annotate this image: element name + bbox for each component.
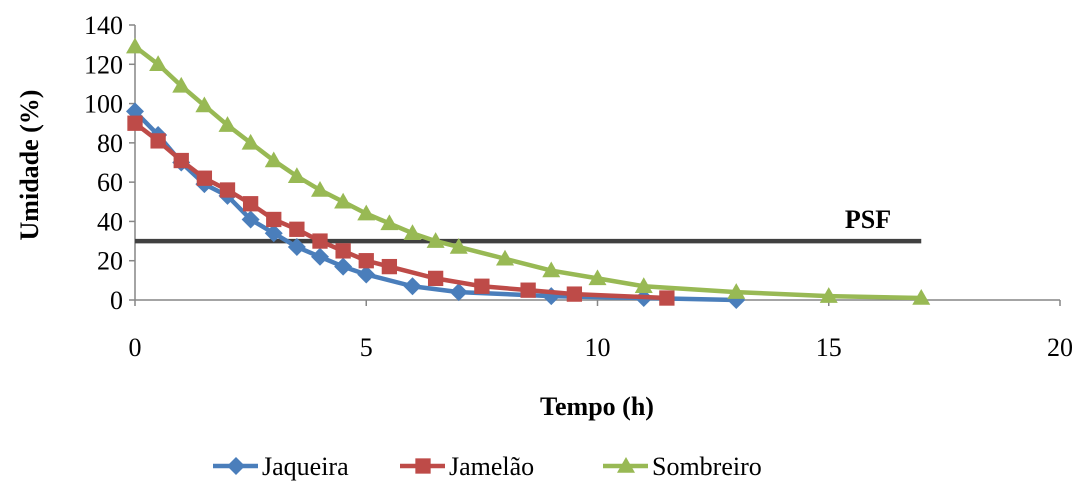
data-point-sombreiro bbox=[334, 192, 353, 209]
data-point-jamelao bbox=[173, 152, 189, 169]
data-point-sombreiro bbox=[380, 214, 399, 231]
legend-label-jamelao: Jamelão bbox=[449, 452, 534, 481]
legend-marker-jaqueira bbox=[227, 457, 245, 475]
series-layer bbox=[126, 37, 931, 309]
data-point-jaqueira bbox=[449, 283, 468, 302]
data-point-sombreiro bbox=[449, 237, 468, 254]
data-point-jaqueira bbox=[287, 237, 306, 256]
legend-label-sombreiro: Sombreiro bbox=[652, 452, 762, 481]
data-point-jamelao bbox=[520, 282, 536, 298]
data-point-sombreiro bbox=[496, 249, 514, 266]
data-point-sombreiro bbox=[126, 37, 144, 54]
data-point-sombreiro bbox=[819, 287, 838, 303]
data-point-jamelao bbox=[289, 221, 305, 237]
series-line-jamelao bbox=[133, 121, 667, 301]
data-point-sombreiro bbox=[727, 283, 746, 299]
data-point-jaqueira bbox=[311, 247, 329, 266]
x-tick-label: 0 bbox=[129, 333, 142, 362]
y-tick-label: 120 bbox=[84, 50, 123, 79]
data-point-jamelao bbox=[127, 115, 143, 131]
data-point-sombreiro bbox=[542, 261, 561, 278]
data-point-jamelao bbox=[427, 270, 444, 287]
y-tick-label: 80 bbox=[97, 129, 123, 158]
data-point-jaqueira bbox=[357, 265, 376, 284]
data-point-sombreiro bbox=[149, 55, 168, 72]
y-tick-label: 100 bbox=[84, 90, 123, 119]
data-point-jamelao bbox=[242, 196, 259, 212]
data-point-jamelao bbox=[219, 182, 236, 198]
data-point-sombreiro bbox=[403, 224, 422, 240]
data-point-jamelao bbox=[358, 253, 374, 269]
x-tick-label: 10 bbox=[585, 333, 611, 362]
psf-label: PSF bbox=[845, 205, 891, 234]
data-point-sombreiro bbox=[218, 116, 237, 132]
y-tick-label: 20 bbox=[97, 247, 123, 276]
data-point-jamelao bbox=[566, 286, 583, 302]
legend-item-sombreiro: Sombreiro bbox=[603, 452, 762, 481]
legend-item-jaqueira: Jaqueira bbox=[213, 452, 349, 481]
y-axis-title: Umidade (%) bbox=[15, 90, 44, 241]
data-point-sombreiro bbox=[195, 96, 214, 113]
series-line-sombreiro bbox=[133, 44, 922, 301]
legend: Jaqueira Jamelão Sombreiro bbox=[213, 452, 762, 481]
data-point-sombreiro bbox=[311, 181, 329, 197]
data-point-sombreiro bbox=[634, 277, 653, 293]
y-tick-label: 140 bbox=[84, 11, 123, 40]
data-point-sombreiro bbox=[426, 232, 445, 248]
legend-marker-sombreiro bbox=[617, 457, 635, 473]
series-sombreiro bbox=[126, 37, 931, 305]
y-tick-label: 40 bbox=[97, 207, 123, 236]
data-point-jamelao bbox=[381, 258, 398, 275]
y-tick-label: 60 bbox=[97, 168, 123, 197]
series-line-jaqueira bbox=[133, 109, 737, 303]
data-point-sombreiro bbox=[287, 167, 306, 183]
series-jamelao bbox=[127, 115, 675, 306]
legend-item-jamelao: Jamelão bbox=[400, 452, 534, 481]
data-point-jaqueira bbox=[334, 257, 353, 276]
data-point-jaqueira bbox=[241, 210, 260, 229]
data-point-sombreiro bbox=[172, 76, 191, 93]
data-point-jamelao bbox=[474, 278, 490, 294]
axes: 0 20 40 60 80 100 120 140 0 5 10 15 20 bbox=[84, 11, 1073, 362]
data-point-jamelao bbox=[196, 170, 213, 186]
x-tick-label: 5 bbox=[360, 333, 373, 362]
data-point-jamelao bbox=[312, 233, 328, 249]
data-point-jamelao bbox=[150, 133, 166, 149]
legend-label-jaqueira: Jaqueira bbox=[262, 452, 349, 481]
data-point-sombreiro bbox=[357, 204, 376, 221]
data-point-jamelao bbox=[266, 211, 282, 228]
x-tick-label: 20 bbox=[1047, 333, 1073, 362]
data-point-jaqueira bbox=[264, 224, 283, 243]
data-point-sombreiro bbox=[241, 133, 260, 150]
data-point-sombreiro bbox=[588, 269, 607, 286]
data-point-sombreiro bbox=[912, 289, 931, 305]
y-tick-label: 0 bbox=[110, 286, 123, 315]
data-point-jamelao bbox=[335, 243, 351, 259]
x-axis-title: Tempo (h) bbox=[540, 392, 654, 421]
legend-marker-jamelao bbox=[415, 458, 431, 474]
data-point-jaqueira bbox=[403, 277, 422, 296]
x-tick-label: 15 bbox=[816, 333, 842, 362]
data-point-jamelao bbox=[659, 290, 675, 306]
data-point-sombreiro bbox=[264, 151, 283, 168]
